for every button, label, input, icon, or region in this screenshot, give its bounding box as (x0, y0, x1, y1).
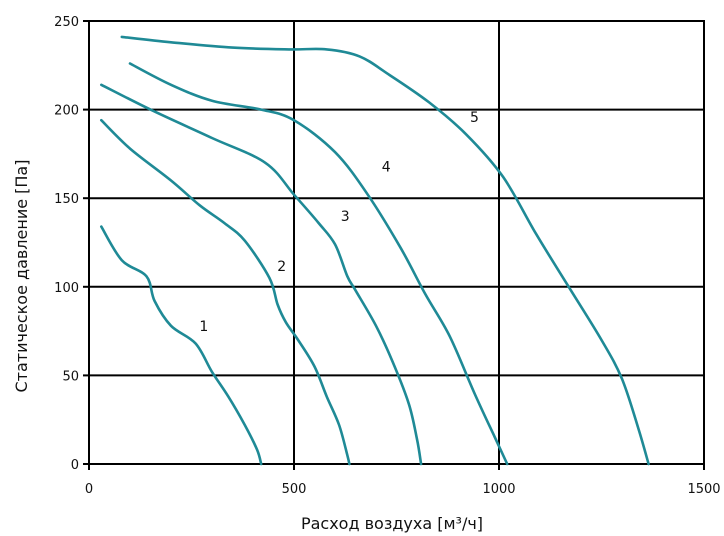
fan-curve-2 (100, 118, 351, 466)
curve-label-4: 4 (382, 160, 391, 176)
y-tick-label: 200 (54, 104, 79, 119)
curve-labels: 1 2 3 4 5 (199, 110, 479, 335)
x-tick-label: 1000 (482, 482, 515, 497)
y-tick-label: 150 (54, 192, 79, 207)
x-tick-labels: 0 500 1000 1500 (85, 464, 721, 497)
y-tick-label: 100 (54, 281, 79, 296)
x-tick-label: 0 (85, 482, 93, 497)
y-tick-label: 0 (71, 458, 79, 473)
fan-curves (100, 35, 650, 466)
fan-curve-5 (120, 35, 650, 466)
plot-frame (88, 20, 705, 465)
x-tick-label: 1500 (687, 482, 720, 497)
fan-curve-1 (100, 225, 263, 466)
curve-label-3: 3 (341, 209, 350, 225)
x-axis-label: Расход воздуха [м³/ч] (301, 514, 483, 533)
curve-label-5: 5 (470, 110, 479, 126)
x-tick-label: 500 (282, 482, 307, 497)
y-axis-label: Статическое давление [Па] (12, 160, 31, 393)
curve-label-1: 1 (199, 319, 208, 335)
y-tick-label: 50 (62, 369, 79, 384)
y-tick-label: 250 (54, 15, 79, 30)
y-tick-labels: 0 50 100 150 200 250 (54, 15, 89, 473)
curve-label-2: 2 (277, 259, 286, 275)
fan-curve-3 (100, 83, 423, 466)
fan-curve-4 (128, 62, 509, 466)
